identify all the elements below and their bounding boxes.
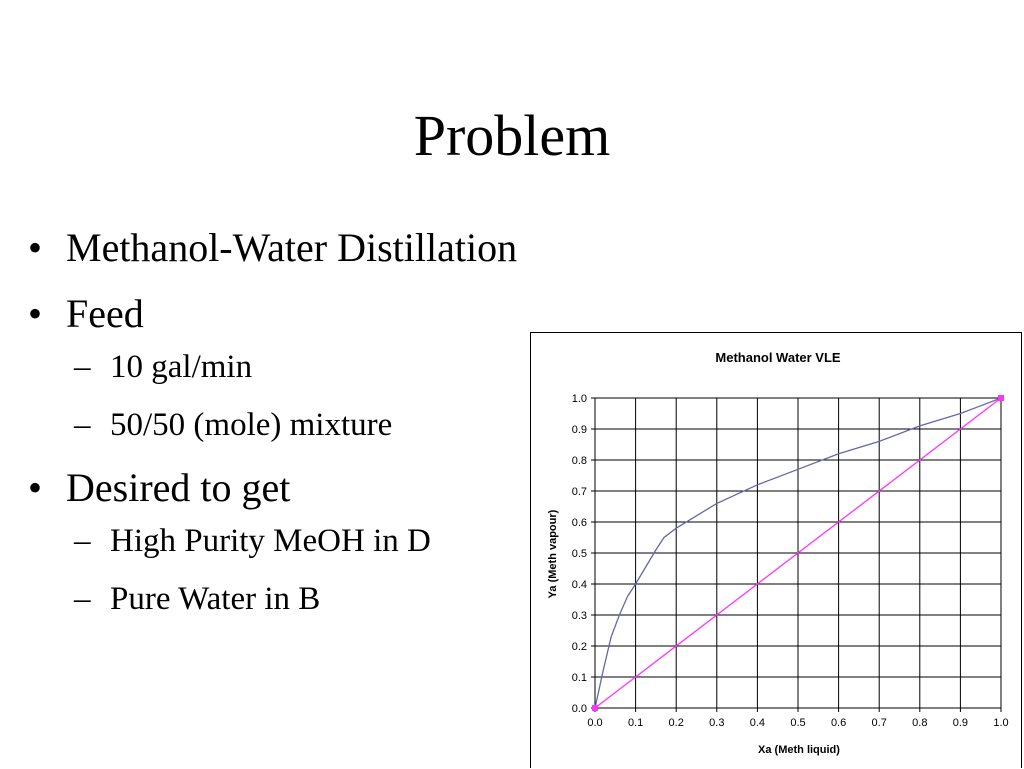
x-tick-label: 0.3 xyxy=(709,717,724,729)
bullet-text: Desired to get xyxy=(66,465,291,510)
diagonal-line xyxy=(594,397,1002,709)
bullet-item: • Feed xyxy=(28,288,517,340)
dash-icon: – xyxy=(74,349,91,385)
bullet-icon: • xyxy=(28,225,43,270)
y-tick-label: 0.6 xyxy=(572,517,587,529)
bullet-text: Methanol-Water Distillation xyxy=(66,225,518,270)
sub-bullet-text: 50/50 (mole) mixture xyxy=(110,407,393,443)
bullet-text: Feed xyxy=(66,291,144,336)
x-tick-label: 0.2 xyxy=(669,717,684,729)
y-axis-label: Ya (Meth vapour) xyxy=(547,509,559,598)
vle-chart: Methanol Water VLE 0.0 0.1 0.2 0.3 0.4 0.5 0.6… xyxy=(530,332,1022,768)
y-tick-label: 0.9 xyxy=(572,424,587,436)
equilibrium-curve xyxy=(594,397,1002,709)
y-tick-label: 0.2 xyxy=(572,641,587,653)
bullet-icon: • xyxy=(28,291,43,336)
dash-icon: – xyxy=(74,407,91,443)
dash-icon: – xyxy=(74,523,91,559)
vle-chart-svg: Methanol Water VLE 0.0 0.1 0.2 0.3 0.4 0.5 0.6… xyxy=(547,350,1009,756)
sub-bullet-item: – 50/50 (mole) mixture xyxy=(28,404,517,446)
chart-ticks: 0.0 0.1 0.2 0.3 0.4 0.5 0.6 0.7 0.8 0.9 1.0 0.0 0.1 0… xyxy=(572,393,1009,729)
x-tick-label: 0.0 xyxy=(587,717,602,729)
sub-bullet-item: – High Purity MeOH in D xyxy=(28,520,517,562)
x-tick-label: 0.8 xyxy=(912,717,927,729)
bullet-item: • Desired to get xyxy=(28,462,517,514)
x-tick-label: 0.7 xyxy=(872,717,887,729)
data-point-marker xyxy=(998,395,1004,401)
x-tick-label: 0.4 xyxy=(750,717,765,729)
bullet-icon: • xyxy=(28,465,43,510)
x-tick-label: 1.0 xyxy=(993,717,1008,729)
x-tick-label: 0.5 xyxy=(790,717,805,729)
chart-series xyxy=(592,395,1004,711)
y-tick-label: 0.3 xyxy=(572,610,587,622)
x-tick-label: 0.1 xyxy=(628,717,643,729)
sub-bullet-item: – Pure Water in B xyxy=(28,578,517,620)
bullet-item: • Methanol-Water Distillation xyxy=(28,222,517,274)
sub-bullet-item: – 10 gal/min xyxy=(28,346,517,388)
y-tick-label: 1.0 xyxy=(572,393,587,405)
y-tick-label: 0.5 xyxy=(572,548,587,560)
bullet-group-1: • Methanol-Water Distillation xyxy=(28,222,517,274)
data-point-marker xyxy=(592,705,598,711)
bullet-group-3: • Desired to get – High Purity MeOH in D… xyxy=(28,462,517,620)
sub-bullet-text: High Purity MeOH in D xyxy=(110,523,431,559)
sub-bullet-text: 10 gal/min xyxy=(110,349,253,385)
y-tick-label: 0.1 xyxy=(572,672,587,684)
chart-title: Methanol Water VLE xyxy=(715,350,841,365)
slide-title: Problem xyxy=(413,103,611,168)
y-tick-label: 0.4 xyxy=(572,579,587,591)
bullet-list: • Methanol-Water Distillation • Feed – 1… xyxy=(28,222,517,636)
x-tick-label: 0.6 xyxy=(831,717,846,729)
bullet-group-2: • Feed – 10 gal/min – 50/50 (mole) mixtu… xyxy=(28,288,517,446)
x-tick-label: 0.9 xyxy=(953,717,968,729)
x-axis-label: Xa (Meth liquid) xyxy=(758,744,840,756)
sub-bullet-text: Pure Water in B xyxy=(110,581,321,617)
chart-grid xyxy=(594,397,1002,709)
y-tick-label: 0.7 xyxy=(572,486,587,498)
y-tick-label: 0.0 xyxy=(572,703,587,715)
dash-icon: – xyxy=(74,581,91,617)
y-tick-label: 0.8 xyxy=(572,455,587,467)
